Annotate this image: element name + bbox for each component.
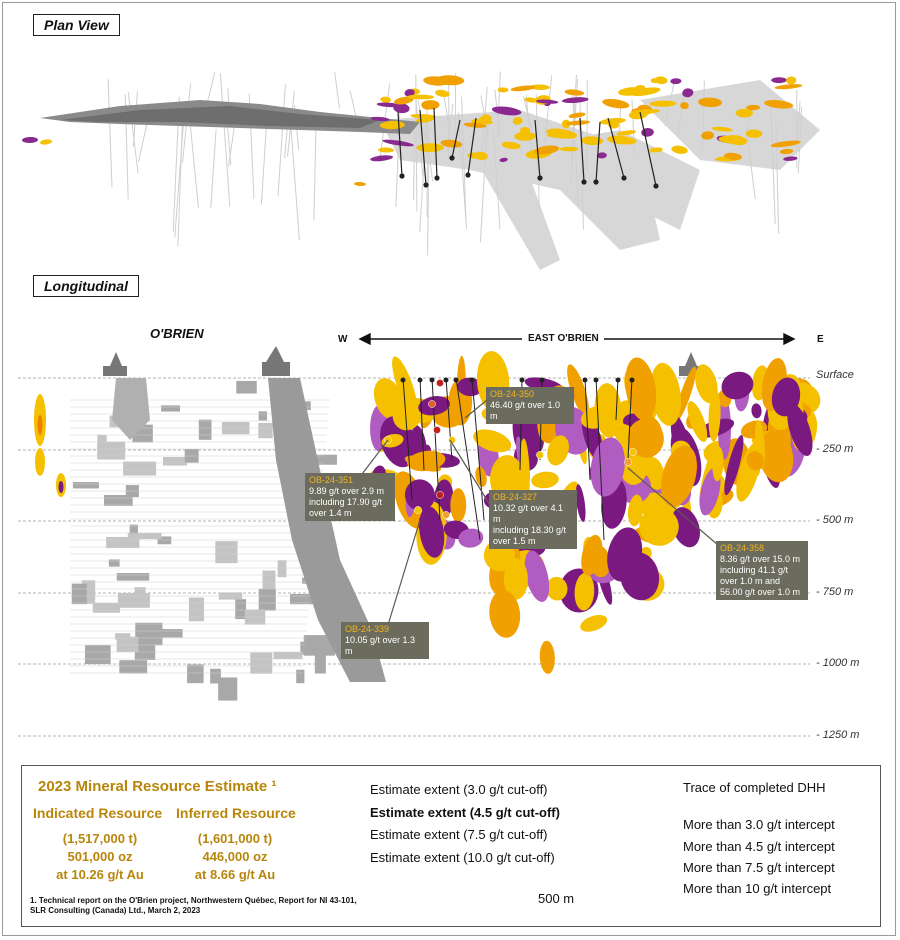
legend-intercept-10: More than 10 g/t intercept bbox=[683, 881, 832, 896]
depth-250: - 250 m bbox=[816, 443, 854, 455]
legend-estimate-7-5: Estimate extent (7.5 g/t cut-off) bbox=[370, 827, 548, 842]
resource-title: 2023 Mineral Resource Estimate ¹ bbox=[38, 778, 277, 795]
plan-view-map bbox=[22, 71, 820, 270]
depth-surface: Surface bbox=[816, 369, 854, 381]
callout-ob-24-350: OB-24-350 46.40 g/t over 1.0 m bbox=[486, 387, 574, 424]
indicated-grade: at 10.26 g/t Au bbox=[56, 867, 144, 882]
legend-intercept-7-5: More than 7.5 g/t intercept bbox=[683, 860, 835, 875]
legend-dhh-trace: Trace of completed DHH bbox=[683, 780, 826, 795]
indicated-tonnes: (1,517,000 t) bbox=[62, 831, 138, 846]
callout-ob-24-358: OB-24-358 8.36 g/t over 15.0 m including… bbox=[716, 541, 808, 600]
legend-estimate-3: Estimate extent (3.0 g/t cut-off) bbox=[370, 782, 548, 797]
depth-1000: - 1000 m bbox=[816, 657, 860, 669]
depth-1250: - 1250 m bbox=[816, 729, 860, 741]
legend-estimate-10: Estimate extent (10.0 g/t cut-off) bbox=[370, 850, 555, 865]
depth-500: - 500 m bbox=[816, 514, 854, 526]
east-obrien-arrow bbox=[358, 332, 796, 346]
indicated-ounces: 501,000 oz bbox=[67, 849, 133, 864]
longitudinal-label: Longitudinal bbox=[33, 275, 139, 297]
legend-intercept-4-5: More than 4.5 g/t intercept bbox=[683, 839, 835, 854]
east-label: E bbox=[817, 334, 824, 345]
legend-box bbox=[21, 765, 881, 927]
inferred-tonnes: (1,601,000 t) bbox=[197, 831, 273, 846]
inferred-ounces: 446,000 oz bbox=[202, 849, 268, 864]
callout-ob-24-339: OB-24-339 10.05 g/t over 1.3 m bbox=[341, 622, 429, 659]
scale-bar-label: 500 m bbox=[538, 891, 575, 906]
legend-estimate-4-5: Estimate extent (4.5 g/t cut-off) bbox=[370, 805, 560, 820]
plan-view-label: Plan View bbox=[33, 14, 120, 36]
depth-750: - 750 m bbox=[816, 586, 854, 598]
inferred-grade: at 8.66 g/t Au bbox=[194, 867, 276, 882]
footnote-line-2: SLR Consulting (Canada) Ltd., March 2, 2… bbox=[30, 906, 201, 915]
legend-intercept-3: More than 3.0 g/t intercept bbox=[683, 817, 835, 832]
callout-ob-24-327: OB-24-327 10.32 g/t over 4.1 m including… bbox=[489, 490, 577, 549]
inferred-label: Inferred Resource bbox=[176, 805, 296, 821]
callout-ob-24-351: OB-24-351 9.89 g/t over 2.9 m including … bbox=[305, 473, 395, 521]
east-obrien-label: EAST O'BRIEN bbox=[528, 333, 599, 344]
longitudinal-section bbox=[18, 332, 821, 737]
indicated-label: Indicated Resource bbox=[33, 805, 163, 821]
footnote-line-1: 1. Technical report on the O'Brien proje… bbox=[30, 896, 357, 905]
west-label: W bbox=[338, 334, 348, 345]
obrien-label: O'BRIEN bbox=[150, 326, 204, 341]
